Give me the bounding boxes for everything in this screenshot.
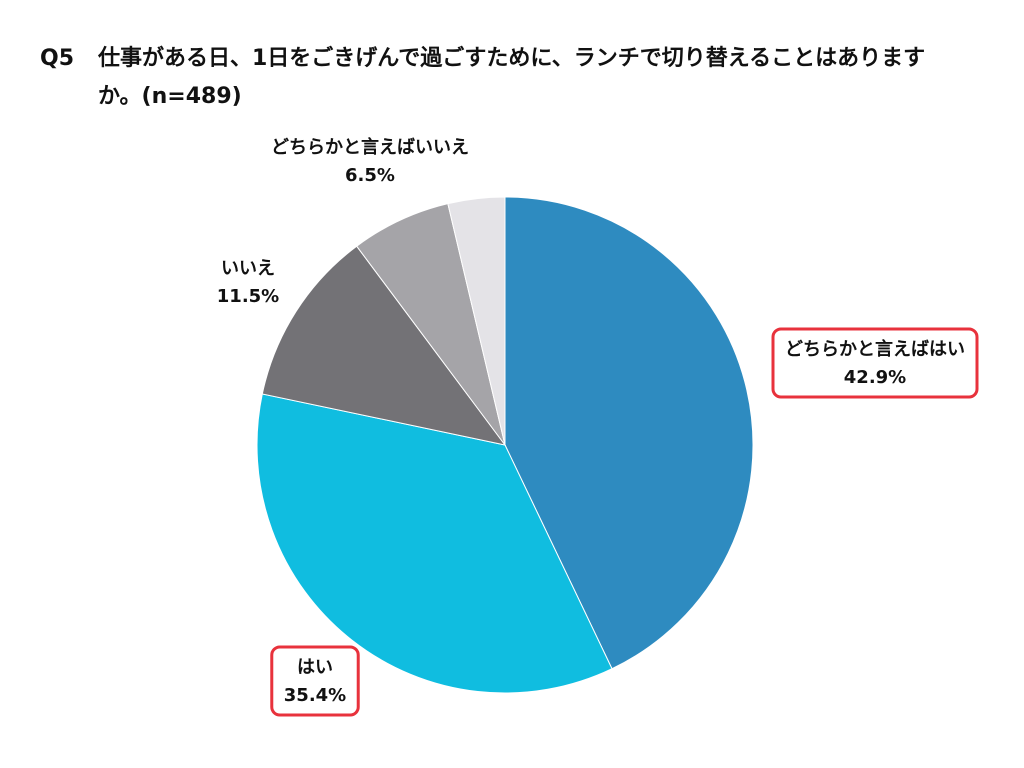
highlight-box [771, 327, 979, 399]
chart-title: Q5 仕事がある日、1日をごきげんで過ごすために、ランチで切り替えることはあります… [40, 40, 975, 116]
highlight-box [270, 645, 360, 717]
slice-value: 6.5% [345, 165, 395, 186]
slice-label: どちらかと言えばはい [785, 338, 965, 360]
slice-value: 11.5% [217, 286, 279, 307]
slice-label: どちらかと言えばいいえ [271, 136, 469, 158]
question-number: Q5 [40, 46, 75, 71]
slice-label: いいえ [221, 258, 275, 279]
pie-slice [261, 245, 507, 446]
slice-label: はい [297, 657, 333, 678]
pie-slice [504, 196, 754, 670]
title-text: 仕事がある日、1日をごきげんで過ごすために、ランチで切り替えることはありますか。… [98, 46, 926, 109]
pie-slice [256, 393, 613, 694]
pie-slice [447, 196, 506, 446]
slice-value: 35.4% [284, 685, 346, 706]
slice-value: 42.9% [844, 367, 906, 388]
